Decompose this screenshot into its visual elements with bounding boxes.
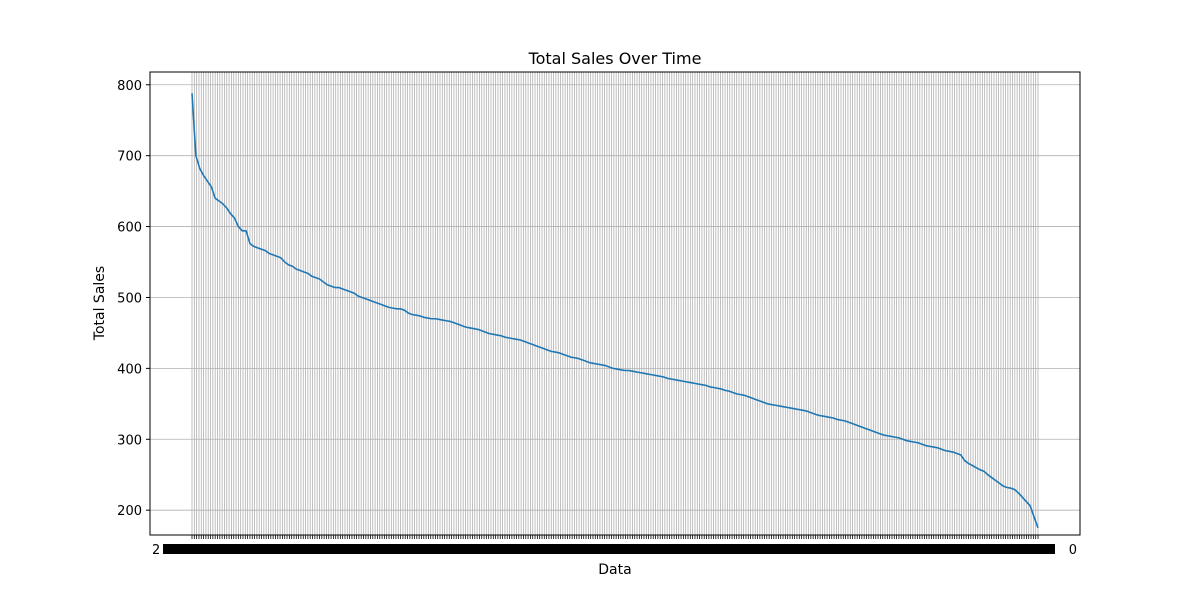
y-tick-label: 300	[117, 433, 142, 448]
y-tick-label: 400	[117, 362, 142, 377]
x-tick-label-last: 0	[1069, 543, 1077, 558]
chart-title: Total Sales Over Time	[528, 49, 702, 68]
series-layer	[191, 93, 1039, 529]
x-axis-label: Data	[598, 562, 631, 578]
y-tick-label: 700	[117, 150, 142, 165]
y-tick-label: 500	[117, 291, 142, 306]
x-grid	[191, 72, 1039, 535]
plot-frame	[149, 71, 1081, 536]
x-tick-label-first: 2	[152, 543, 160, 558]
y-axis-label: Total Sales	[92, 266, 108, 341]
y-tick-label: 600	[117, 221, 142, 236]
y-tick-label: 800	[117, 79, 142, 94]
y-axis-ticks: 200 300 400 500 600 700 800	[117, 79, 150, 519]
y-tick-label: 200	[117, 504, 142, 519]
series-line	[191, 93, 1039, 529]
x-tick-labels-overlap	[163, 544, 1055, 554]
